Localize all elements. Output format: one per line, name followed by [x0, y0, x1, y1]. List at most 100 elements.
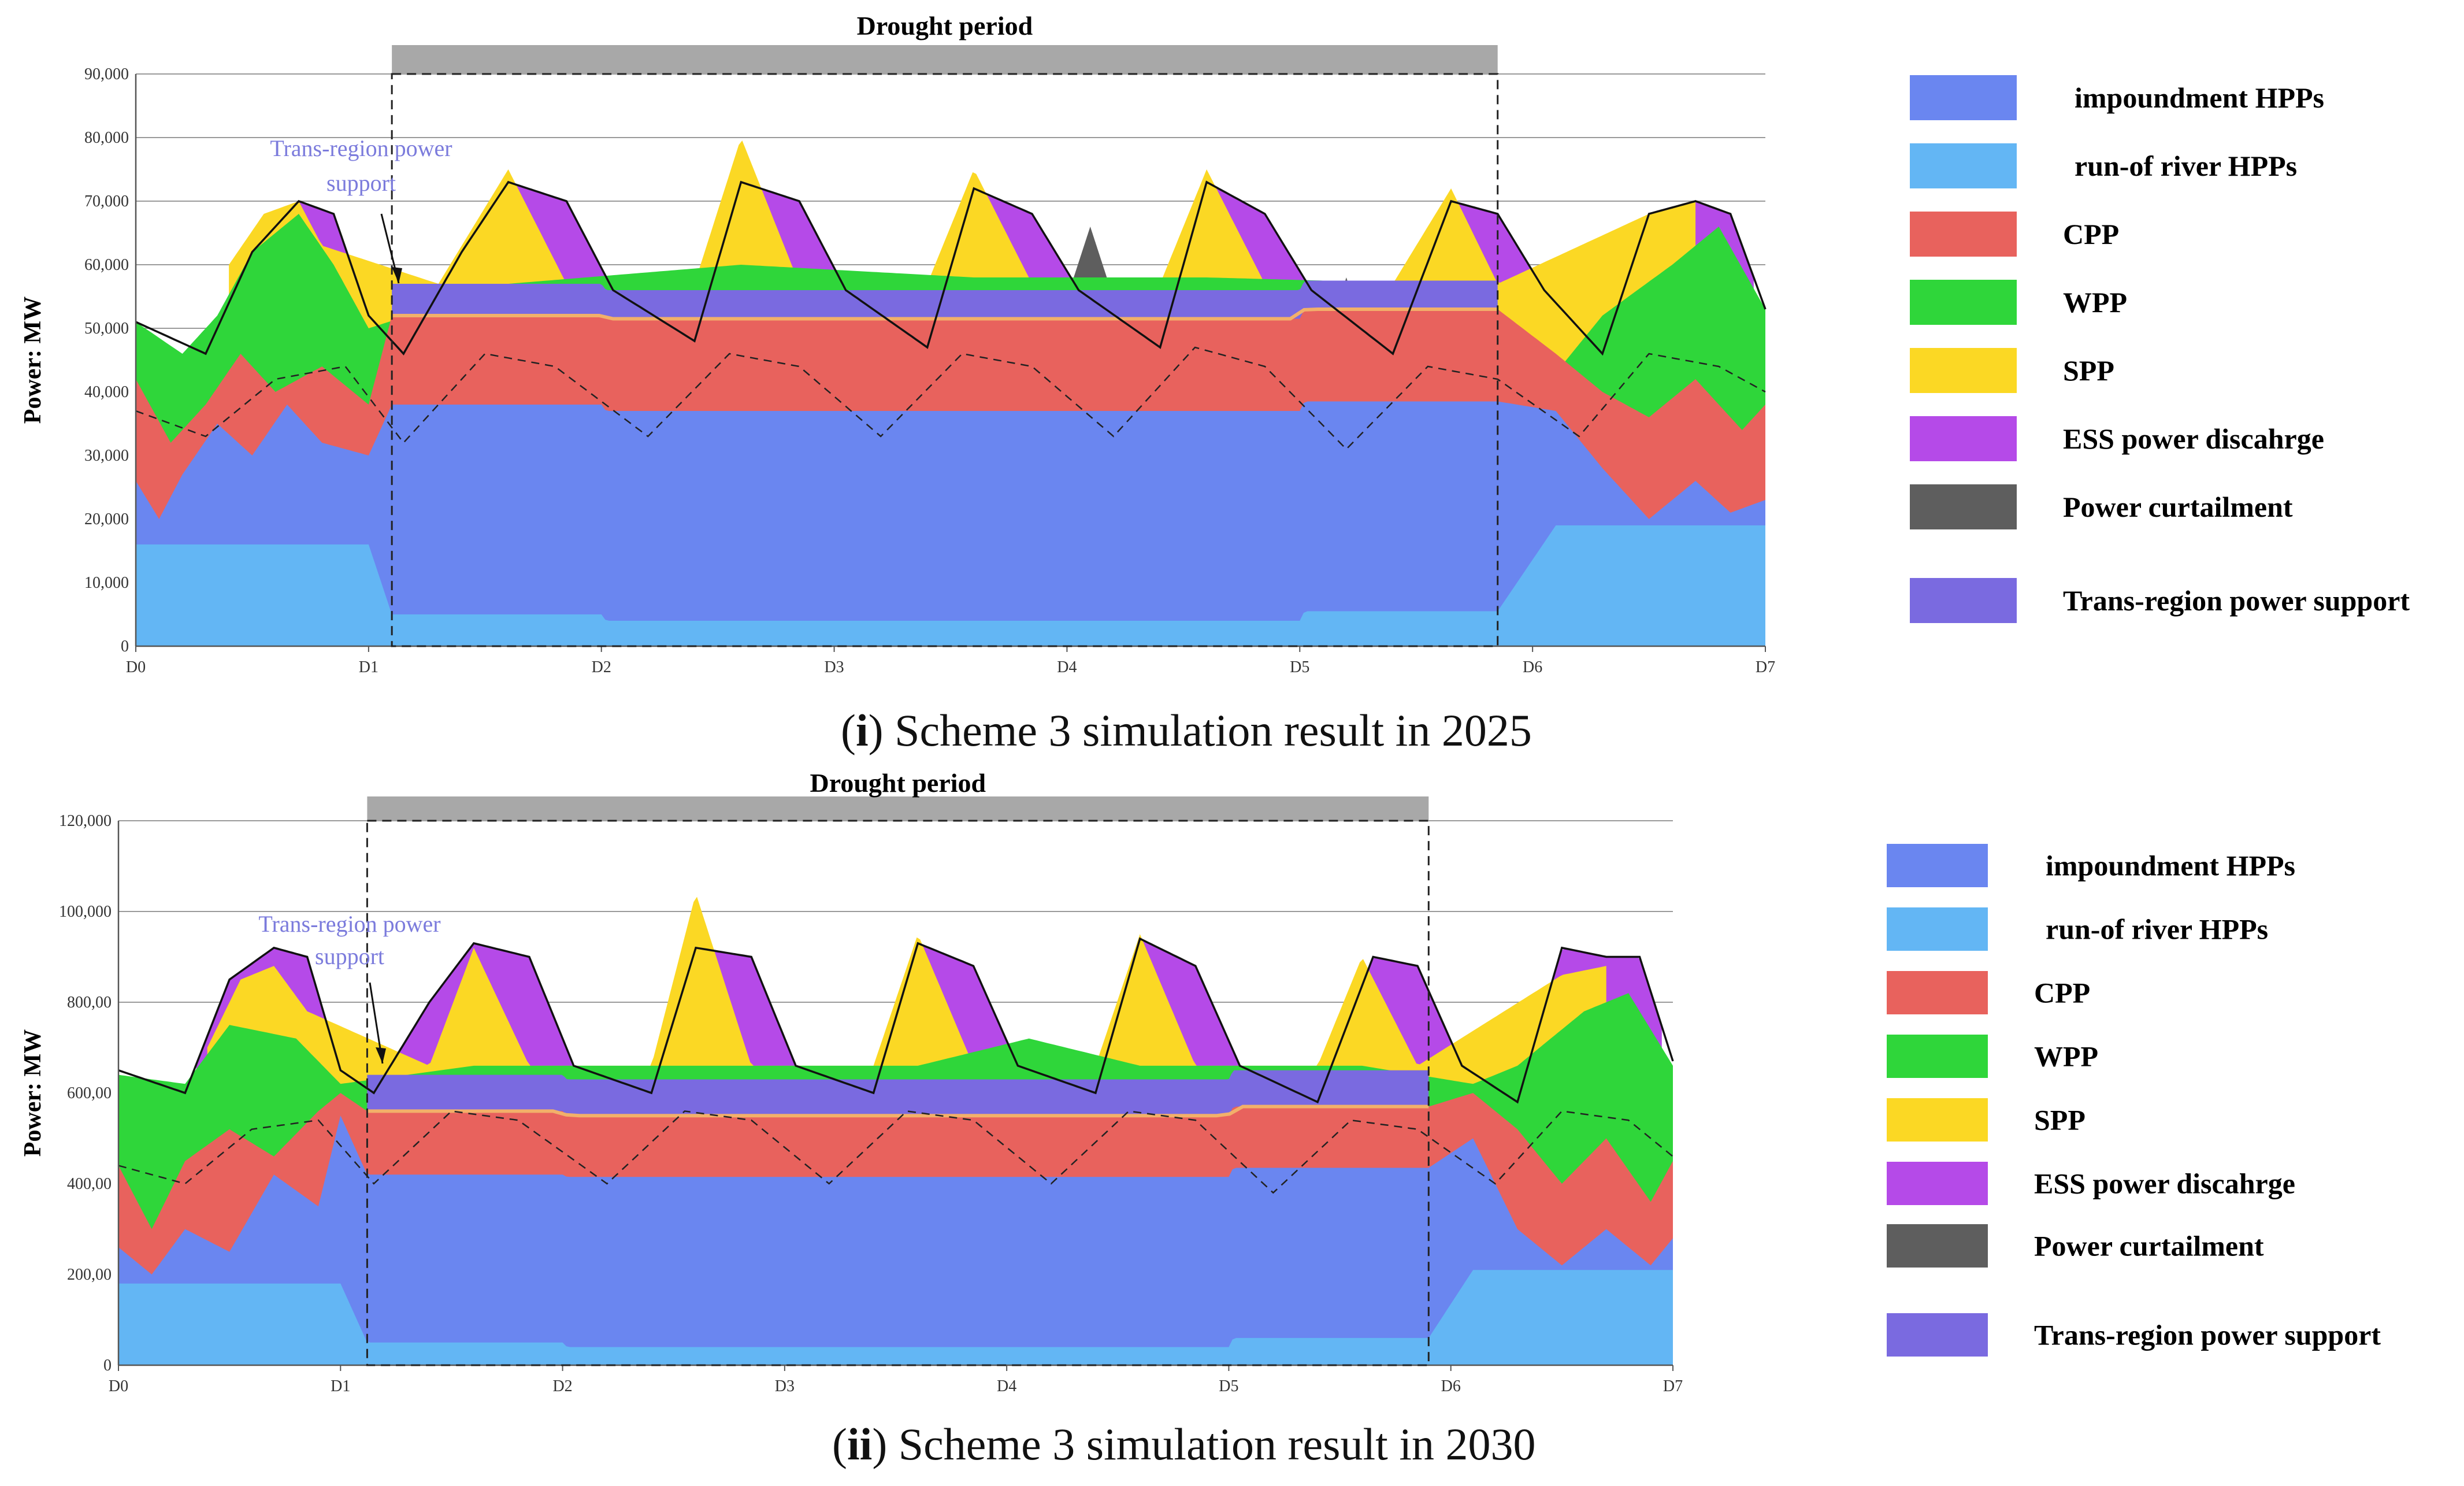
- legend-label-curtail: Power curtailment: [2034, 1230, 2264, 1262]
- x-tick-label: D4: [997, 1377, 1016, 1395]
- annotation-arrowhead: [392, 267, 402, 283]
- dashed-reference-line: [118, 1110, 1673, 1194]
- caption-prefix: (: [841, 705, 856, 755]
- y-tick-label: 0: [103, 1357, 112, 1374]
- y-tick-label: 600,00: [67, 1084, 112, 1102]
- y-tick-label: 80,000: [84, 129, 129, 147]
- legend-label-wpp: WPP: [2034, 1040, 2098, 1073]
- drought-period-box: [391, 73, 1499, 647]
- legend-swatch-trans: [1910, 578, 2017, 623]
- legend-label-wpp: WPP: [2063, 286, 2127, 318]
- caption-number: i: [856, 705, 869, 755]
- legend-label-trans: Trans-region power support: [2063, 584, 2410, 617]
- legend-swatch-curtail: [1887, 1224, 1988, 1268]
- legend-swatch-impoundment: [1910, 75, 2017, 120]
- y-tick-label: 40,000: [84, 383, 129, 401]
- caption-prefix: (: [832, 1419, 847, 1469]
- x-tick-label: D7: [1663, 1377, 1683, 1395]
- caption-number: ii: [847, 1419, 872, 1469]
- chart-panel-2: 0 200,00 400,00 600,00 800,00 100,000 120,000 D…: [20, 768, 1683, 1469]
- y-tick-label: 10,000: [84, 574, 129, 592]
- drought-period-bar: [392, 45, 1498, 74]
- legend-swatch-spp: [1887, 1098, 1988, 1142]
- annotation-text: support: [326, 170, 396, 196]
- x-tick-label: D2: [552, 1377, 572, 1395]
- x-tick-label: D0: [126, 658, 146, 676]
- annotation-text: support: [315, 943, 384, 969]
- x-tick-label: D5: [1290, 658, 1309, 676]
- y-tick-label: 60,000: [84, 256, 129, 274]
- legend-label-runof: run-of river HPPs: [2046, 913, 2268, 946]
- x-tick-label: D6: [1523, 658, 1542, 676]
- x-tick-label: D2: [592, 658, 611, 676]
- legend-label-ess: ESS power discahrge: [2034, 1168, 2295, 1200]
- y-tick-label: 200,00: [67, 1266, 112, 1284]
- legend-label-trans: Trans-region power support: [2034, 1319, 2381, 1351]
- load-line: [135, 180, 1767, 356]
- y-axis-label: Power: MW: [20, 297, 46, 424]
- x-tick-label: D7: [1756, 658, 1775, 676]
- legend-label-runof: run-of river HPPs: [2075, 150, 2297, 182]
- series-impoundment-area: [136, 401, 1765, 646]
- panel-caption: (i) Scheme 3 simulation result in 2025: [841, 705, 1532, 755]
- annotation-text: Trans-region power: [270, 135, 452, 161]
- y-tick-label: 100,000: [59, 903, 112, 921]
- legend-label-cpp: CPP: [2034, 977, 2090, 1009]
- x-tick-label: D3: [824, 658, 844, 676]
- legend-1: impoundment HPPs run-of river HPPs CPP WPP S…: [1910, 75, 2410, 623]
- load-line: [118, 937, 1674, 1104]
- series-runof-area: [136, 525, 1765, 646]
- legend-label-curtail: Power curtailment: [2063, 491, 2293, 523]
- chart-title: Drought period: [857, 11, 1033, 40]
- dashed-reference-line: [135, 346, 1766, 450]
- y-axis-label: Power: MW: [20, 1029, 46, 1157]
- legend-swatch-ess: [1910, 416, 2017, 461]
- legend-label-ess: ESS power discahrge: [2063, 423, 2324, 455]
- legend-swatch-spp: [1910, 348, 2017, 393]
- series-runof-area: [118, 1270, 1673, 1365]
- x-tick-label: D3: [775, 1377, 795, 1395]
- legend-swatch-ess: [1887, 1162, 1988, 1205]
- legend-label-cpp: CPP: [2063, 218, 2119, 250]
- y-tick-label: 0: [121, 638, 129, 655]
- legend-swatch-curtail: [1910, 484, 2017, 529]
- y-tick-label: 400,00: [67, 1175, 112, 1193]
- x-tick-label: D4: [1057, 658, 1077, 676]
- chart-title: Drought period: [810, 768, 986, 798]
- legend-swatch-runof: [1887, 907, 1988, 951]
- legend-swatch-cpp: [1910, 212, 2017, 257]
- x-tick-label: D0: [109, 1377, 128, 1395]
- legend-label-spp: SPP: [2034, 1104, 2086, 1136]
- x-tick-label: D1: [359, 658, 378, 676]
- cpp-top-edge: [367, 1105, 1429, 1118]
- legend-swatch-runof: [1910, 143, 2017, 188]
- y-tick-label: 70,000: [84, 192, 129, 210]
- y-tick-label: 30,000: [84, 447, 129, 465]
- y-tick-label: 120,000: [59, 812, 112, 830]
- legend-swatch-wpp: [1910, 280, 2017, 325]
- caption-text: ) Scheme 3 simulation result in 2025: [869, 705, 1532, 755]
- legend-label-impoundment: impoundment HPPs: [2075, 81, 2324, 114]
- y-tick-label: 50,000: [84, 320, 129, 338]
- legend-label-spp: SPP: [2063, 354, 2114, 387]
- caption-text: ) Scheme 3 simulation result in 2030: [872, 1419, 1535, 1469]
- drought-period-bar: [367, 796, 1429, 821]
- cpp-top-edge: [392, 307, 1498, 321]
- panel-caption: (ii) Scheme 3 simulation result in 2030: [832, 1419, 1536, 1469]
- legend-swatch-wpp: [1887, 1035, 1988, 1078]
- legend-swatch-impoundment: [1887, 844, 1988, 887]
- annotation-arrowhead: [376, 1047, 386, 1063]
- legend-label-impoundment: impoundment HPPs: [2046, 850, 2295, 882]
- annotation-text: Trans-region power: [258, 911, 440, 937]
- legend-swatch-cpp: [1887, 971, 1988, 1014]
- drought-period-box: [366, 820, 1430, 1366]
- y-tick-label: 20,000: [84, 510, 129, 528]
- x-tick-label: D1: [331, 1377, 350, 1395]
- x-tick-label: D6: [1441, 1377, 1461, 1395]
- chart-panel-1: 0 10,000 20,000 30,000 40,000 50,000 60,000 70,…: [20, 11, 1775, 755]
- y-tick-label: 800,00: [67, 994, 112, 1011]
- legend-2: impoundment HPPs run-of river HPPs CPP WPP S…: [1887, 844, 2381, 1357]
- x-tick-label: D5: [1219, 1377, 1238, 1395]
- series-impoundment-area: [118, 1116, 1673, 1365]
